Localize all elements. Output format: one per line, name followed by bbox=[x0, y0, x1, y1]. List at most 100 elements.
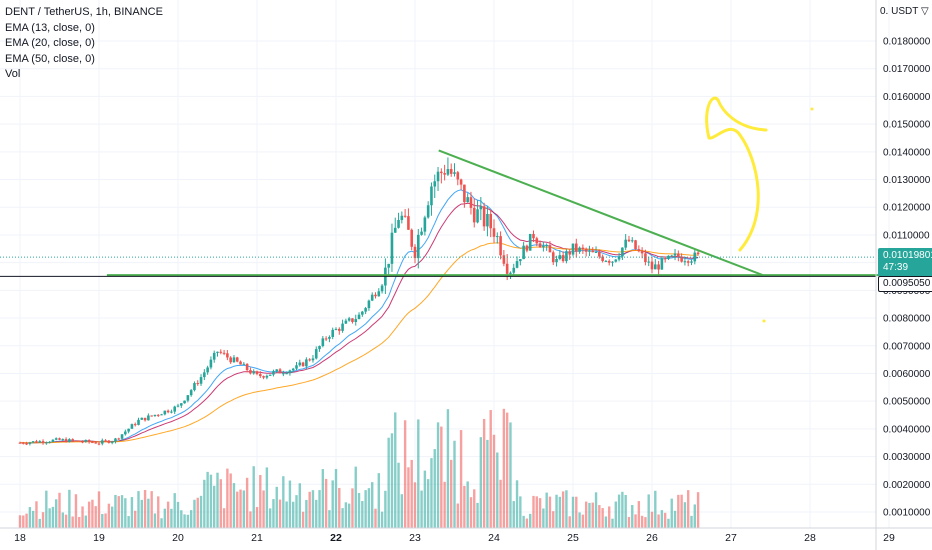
price-tick-label: 0.0060000 bbox=[883, 369, 931, 380]
price-tick-label: 0.0050000 bbox=[883, 397, 931, 408]
indicator-ema50[interactable]: EMA (50, close, 0) bbox=[5, 52, 95, 65]
candle-body bbox=[137, 419, 140, 425]
candle-body bbox=[351, 318, 354, 322]
candle-body bbox=[522, 245, 525, 260]
candle-body bbox=[308, 359, 311, 361]
candle-body bbox=[693, 252, 697, 262]
volume-bar bbox=[347, 503, 351, 528]
volume-bar bbox=[650, 511, 654, 528]
volume-bar bbox=[453, 440, 456, 528]
candle-body bbox=[532, 233, 535, 239]
volume-bar bbox=[535, 496, 538, 528]
candle-body bbox=[653, 264, 657, 270]
candle-body bbox=[515, 261, 519, 268]
volume-bar bbox=[324, 478, 328, 528]
candle-body bbox=[683, 261, 687, 263]
volume-bar bbox=[58, 492, 61, 528]
candle-body bbox=[25, 443, 28, 445]
candle-body bbox=[670, 255, 674, 257]
candle-body bbox=[21, 442, 25, 444]
volume-bar bbox=[367, 488, 371, 528]
candle-body bbox=[206, 367, 209, 373]
symbol-title[interactable]: DENT / TetherUS, 1h, BINANCE bbox=[5, 6, 163, 18]
volume-bar bbox=[400, 494, 404, 528]
volume-bar bbox=[189, 510, 193, 528]
volume-bar bbox=[226, 468, 229, 528]
candle-body bbox=[574, 243, 578, 252]
candle-body bbox=[611, 261, 614, 263]
volume-bar bbox=[41, 512, 45, 528]
volume-bar bbox=[331, 480, 334, 528]
volume-bar bbox=[163, 508, 167, 528]
candle-body bbox=[637, 249, 641, 252]
indicator-volume[interactable]: Vol bbox=[5, 68, 21, 80]
candle-body bbox=[479, 206, 483, 210]
candle-body bbox=[696, 252, 700, 255]
candle-body bbox=[84, 440, 88, 442]
indicator-ema13[interactable]: EMA (13, close, 0) bbox=[5, 21, 95, 34]
volume-bar bbox=[476, 502, 479, 528]
time-tick-label: 24 bbox=[488, 532, 500, 544]
time-tick-label: 22 bbox=[330, 532, 342, 544]
volume-bar bbox=[252, 466, 255, 528]
volume-bar bbox=[334, 469, 338, 528]
candle-body bbox=[440, 171, 443, 174]
volume-bar bbox=[433, 449, 436, 528]
candle-body bbox=[466, 197, 469, 203]
volume-bar bbox=[696, 492, 700, 528]
candle-body bbox=[120, 434, 124, 439]
volume-bar bbox=[275, 486, 278, 528]
candle-body bbox=[173, 406, 177, 412]
volume-bar bbox=[578, 512, 581, 528]
volume-bar bbox=[361, 501, 364, 528]
volume-bar bbox=[94, 506, 97, 528]
candle-body bbox=[657, 264, 660, 270]
volume-bar bbox=[420, 490, 423, 528]
candle-body bbox=[502, 255, 506, 264]
candle-body bbox=[380, 285, 384, 292]
volume-bar bbox=[522, 515, 525, 528]
candle-body bbox=[660, 258, 664, 270]
volume-bar bbox=[25, 513, 28, 528]
candle-body bbox=[621, 247, 624, 257]
volume-bar bbox=[104, 513, 107, 528]
candle-body bbox=[249, 370, 252, 374]
volume-bar bbox=[426, 479, 430, 528]
candle-body bbox=[130, 424, 134, 429]
volume-bar bbox=[687, 490, 690, 528]
volume-bar bbox=[631, 505, 634, 528]
volume-bar bbox=[97, 491, 101, 528]
candle-body bbox=[377, 291, 381, 297]
indicator-ema20[interactable]: EMA (20, close, 0) bbox=[5, 37, 95, 49]
candle-body bbox=[367, 300, 371, 309]
candle-body bbox=[413, 246, 417, 259]
volume-bar bbox=[147, 498, 150, 528]
candle-body bbox=[100, 440, 104, 444]
candle-body bbox=[426, 205, 430, 218]
candle-body bbox=[640, 251, 644, 254]
volume-bar bbox=[31, 510, 35, 528]
candle-body bbox=[314, 349, 318, 359]
volume-bar bbox=[199, 495, 203, 528]
currency-selector[interactable]: 0. USDT ▽ bbox=[880, 6, 929, 17]
volume-bar bbox=[673, 510, 677, 528]
time-tick-label: 18 bbox=[14, 532, 26, 544]
candle-body bbox=[584, 249, 588, 252]
candle-body bbox=[91, 442, 94, 444]
volume-bar bbox=[647, 494, 650, 528]
candle-body bbox=[54, 438, 58, 440]
volume-bar bbox=[469, 497, 473, 528]
volume-bar bbox=[614, 501, 617, 528]
volume-bar bbox=[690, 515, 693, 528]
candle-body bbox=[278, 369, 282, 374]
candle-body bbox=[578, 247, 581, 252]
volume-bar bbox=[311, 490, 315, 528]
candle-body bbox=[147, 415, 150, 421]
volume-bar bbox=[278, 499, 282, 528]
volume-bar bbox=[588, 502, 591, 528]
candle-body bbox=[528, 233, 532, 251]
volume-bar bbox=[101, 513, 104, 528]
volume-bar bbox=[515, 480, 519, 528]
volume-bar bbox=[446, 409, 450, 528]
